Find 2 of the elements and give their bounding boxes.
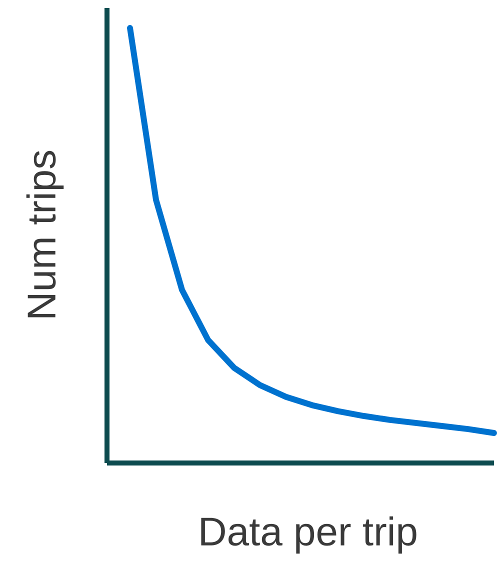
y-axis-title: Num trips: [26, 150, 64, 318]
x-axis-title: Data per trip: [201, 516, 416, 554]
